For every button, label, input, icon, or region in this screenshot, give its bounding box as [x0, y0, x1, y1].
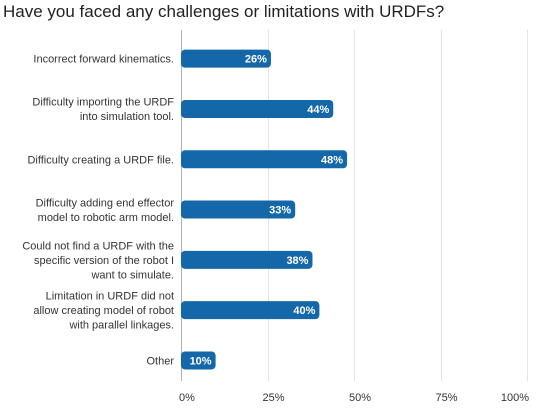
category-label: Other: [146, 355, 174, 367]
bar: [181, 250, 313, 269]
bar: [181, 49, 271, 68]
bar-value-label: 48%: [321, 154, 343, 166]
bar: [181, 351, 216, 370]
x-tick-label: 0%: [179, 392, 195, 404]
category-labels: Incorrect forward kinematics. Difficulty …: [22, 54, 174, 368]
x-tick-label: 100%: [501, 392, 529, 404]
bar-value-label: 26%: [245, 54, 267, 66]
bar-value-label: 10%: [190, 355, 212, 367]
chart-title: Have you faced any challenges or limitat…: [3, 2, 445, 21]
bar: [181, 200, 296, 219]
bar-value-label: 38%: [286, 255, 308, 267]
x-tick-label: 25%: [262, 392, 284, 404]
bars: 26% 44% 48% 33% 38% 40% 10%: [181, 49, 348, 370]
bar: [181, 99, 334, 118]
bar-value-label: 44%: [307, 104, 329, 116]
category-label: Difficulty creating a URDF file.: [27, 154, 174, 166]
bar: [181, 150, 348, 169]
x-tick-label: 75%: [435, 392, 457, 404]
x-tick-label: 50%: [349, 392, 371, 404]
category-label: Could not find a URDF with the specific v…: [22, 240, 174, 281]
category-label: Limitation in URDF did not allow creating…: [33, 291, 174, 332]
category-label: Incorrect forward kinematics.: [33, 54, 174, 66]
bar-value-label: 33%: [269, 205, 291, 217]
bar: [181, 301, 320, 320]
category-label: Difficulty importing the URDF into simula…: [32, 97, 174, 124]
category-label: Difficulty adding end effector model to r…: [36, 197, 175, 224]
x-axis-ticks: 0% 25% 50% 75% 100%: [179, 392, 529, 404]
bar-value-label: 40%: [293, 305, 315, 317]
